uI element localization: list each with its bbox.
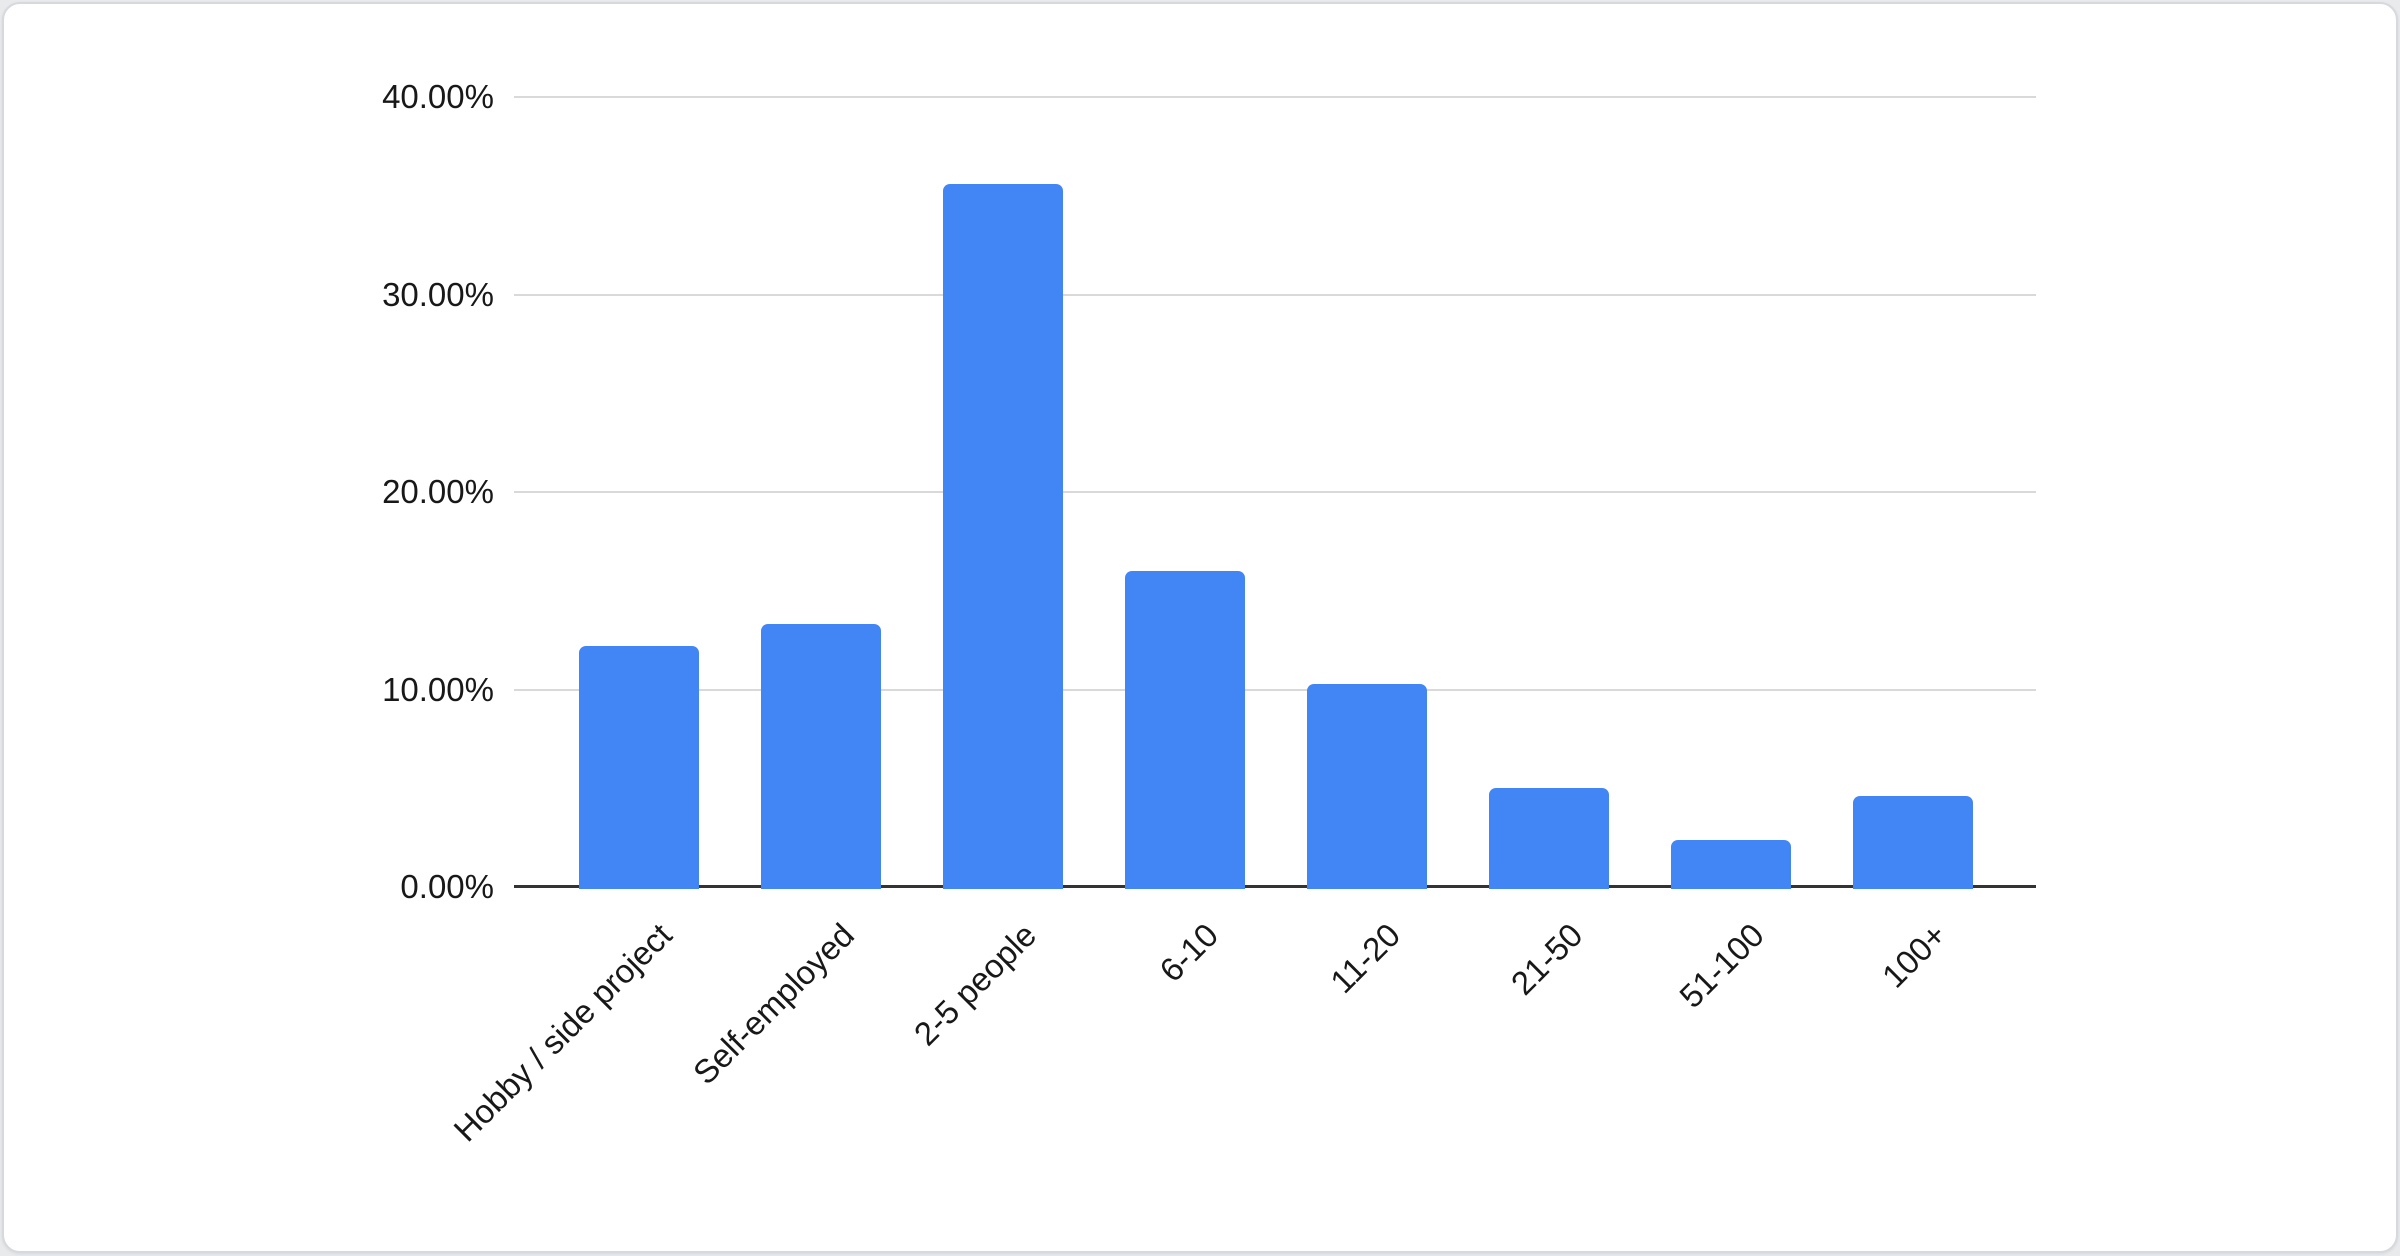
bar-11-20[interactable] (1307, 683, 1427, 889)
y-axis-tick-label: 20.00% (382, 473, 494, 510)
x-axis-label-6-10: 6-10 (1152, 916, 1226, 989)
x-axis-label-51-100: 51-100 (1672, 916, 1772, 1015)
x-axis-label-11-20: 11-20 (1323, 916, 1408, 1001)
y-axis-tick-label: 10.00% (382, 670, 494, 708)
bar-21-50[interactable] (1489, 788, 1609, 889)
plot-area (514, 96, 2036, 889)
bar-6-10[interactable] (1125, 571, 1245, 889)
bar-self-employed[interactable] (761, 624, 881, 889)
x-axis-label-hobby-side-project: Hobby / side project (446, 916, 680, 1149)
y-axis-tick-label: 30.00% (382, 275, 494, 313)
gridline-10 (514, 688, 2036, 691)
x-axis-line (514, 885, 2036, 888)
x-axis-label-21-50: 21-50 (1503, 916, 1590, 1002)
x-axis-label-self-employed: Self-employed (685, 916, 862, 1092)
gridline-30 (514, 293, 2036, 296)
gridline-20 (514, 491, 2036, 493)
bar-51-100[interactable] (1671, 839, 1791, 889)
y-axis-tick-label: 0.00% (400, 868, 494, 905)
bar-hobby-side-project[interactable] (579, 646, 699, 889)
bar-2-5-people[interactable] (943, 183, 1063, 889)
x-axis-label-2-5-people: 2-5 people (906, 916, 1044, 1053)
gridline-40 (514, 96, 2036, 98)
bar-chart: 0.00% 10.00% 20.00% 30.00% 40.00% Hobby / si… (4, 4, 2396, 1251)
y-axis-tick-label: 40.00% (382, 78, 494, 115)
x-axis-label-100: 100+ (1874, 916, 1954, 995)
bar-100[interactable] (1853, 796, 1973, 889)
